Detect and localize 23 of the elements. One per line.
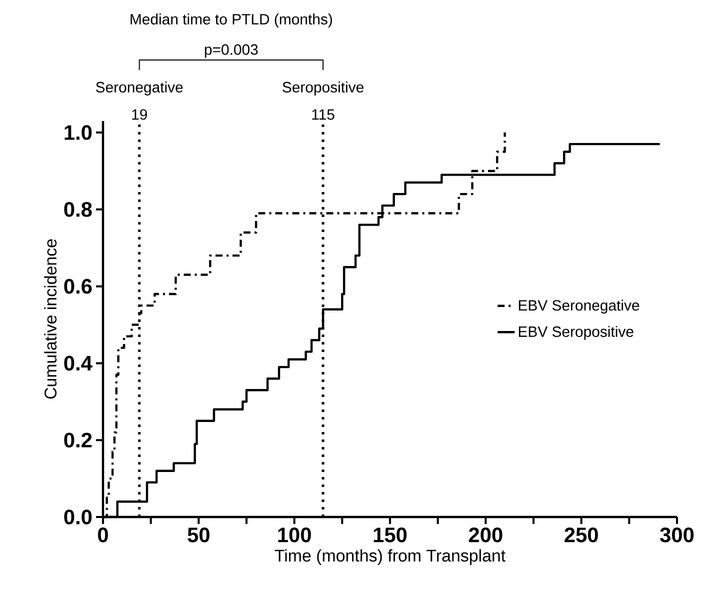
x-tick-label: 100 [278,528,311,542]
x-tick-label: 200 [468,528,502,542]
legend-label: EBV Seronegative [518,300,640,314]
y-tick-label: 0.0 [64,510,92,524]
x-tick-label: 150 [374,528,407,542]
ref-line-label: 19 [132,109,147,120]
text: Seronegative [96,82,183,96]
x-tick-label: 300 [660,528,694,542]
text: Seropositive [282,82,364,96]
ref-line-label: 115 [312,109,334,120]
x-tick-label: 50 [188,528,210,542]
y-tick-label: 0.4 [64,356,92,371]
chart-title: Median time to PTLD (months) [130,14,332,28]
y-tick-label: 1.0 [64,125,92,140]
y-tick-label: 0.8 [64,202,92,217]
legend-label: EBV Seropositive [518,326,634,340]
y-tick-label: 0.2 [64,432,92,448]
x-axis-title: Time (months) from Transplant [274,549,506,565]
x-tick-label: 250 [564,528,598,542]
text: p=0.003 [204,44,258,58]
y-axis-title: Cumulative incidence [44,239,57,399]
y-tick-label: 0.6 [64,278,92,294]
x-tick-label: 0 [98,528,108,542]
